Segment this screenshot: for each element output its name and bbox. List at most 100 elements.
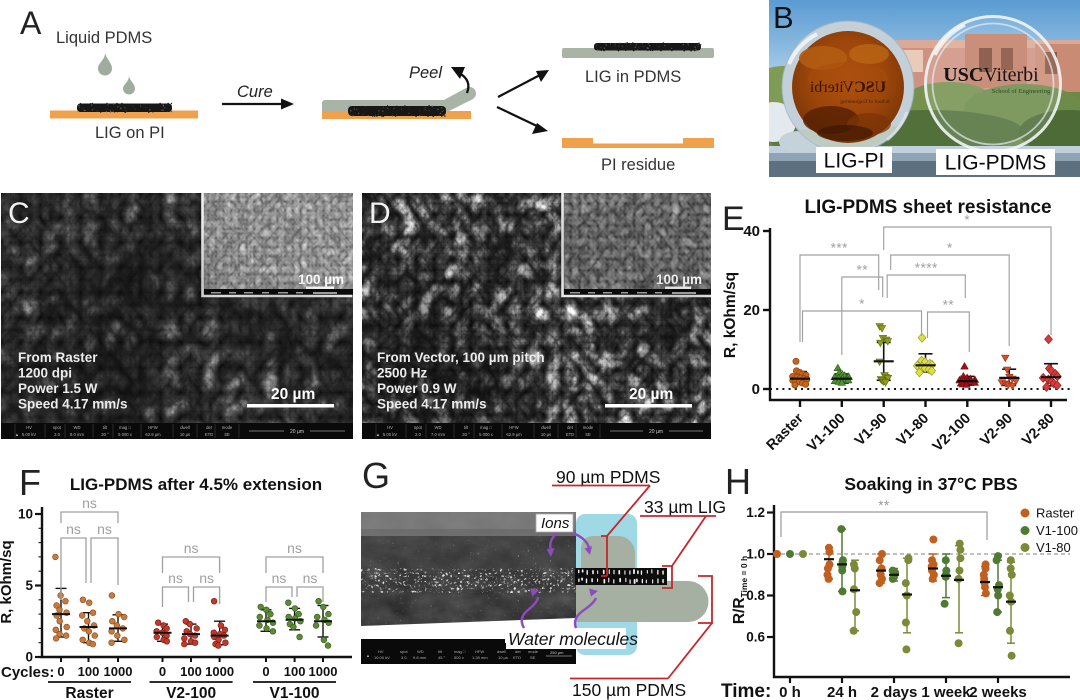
svg-text:ns: ns — [287, 540, 302, 556]
svg-text:5.00 kV: 5.00 kV — [22, 432, 36, 437]
svg-text:E: E — [722, 200, 745, 238]
svg-text:HFW: HFW — [475, 649, 484, 654]
svg-text:mag □: mag □ — [119, 425, 131, 430]
svg-text:0: 0 — [752, 381, 760, 398]
svg-text:▲: ▲ — [366, 653, 370, 658]
svg-text:USCViterbi: USCViterbi — [943, 64, 1039, 86]
svg-text:Cycles:: Cycles: — [1, 664, 54, 681]
svg-text:0: 0 — [25, 650, 33, 665]
svg-text:C: C — [8, 197, 30, 230]
svg-text:spot: spot — [53, 425, 62, 430]
svg-text:SE: SE — [585, 432, 591, 437]
svg-text:dwell: dwell — [541, 425, 551, 430]
svg-text:PI residue: PI residue — [601, 156, 675, 174]
svg-text:40: 40 — [743, 223, 760, 240]
svg-text:*: * — [859, 297, 865, 312]
svg-text:WD: WD — [417, 649, 424, 654]
svg-text:V2-100: V2-100 — [166, 685, 216, 700]
svg-text:****: **** — [915, 261, 938, 276]
svg-text:Raster: Raster — [1036, 506, 1075, 521]
svg-text:100 µm: 100 µm — [298, 272, 344, 287]
svg-text:dwell: dwell — [180, 425, 190, 430]
svg-text:V1-100: V1-100 — [1036, 523, 1078, 538]
svg-text:24 h: 24 h — [827, 684, 857, 700]
svg-text:9.8 mm: 9.8 mm — [413, 655, 427, 660]
svg-text:V1-100: V1-100 — [804, 411, 848, 455]
svg-text:LIG-PDMS sheet resistance: LIG-PDMS sheet resistance — [804, 197, 1051, 218]
svg-text:ns: ns — [272, 570, 287, 586]
svg-text:mode: mode — [222, 425, 233, 430]
svg-text:***: *** — [831, 241, 849, 256]
svg-text:ETD: ETD — [205, 432, 213, 437]
svg-text:SE: SE — [224, 432, 230, 437]
svg-text:D: D — [369, 197, 391, 230]
svg-text:ns: ns — [199, 570, 214, 586]
svg-text:V2-80: V2-80 — [1019, 411, 1058, 450]
svg-text:Time:: Time: — [721, 681, 771, 700]
svg-text:1000: 1000 — [309, 664, 338, 679]
svg-text:HV: HV — [26, 425, 32, 430]
svg-text:0 h: 0 h — [779, 684, 801, 700]
svg-text:Speed 4.17 mm/s: Speed 4.17 mm/s — [18, 397, 128, 412]
svg-text:0.8: 0.8 — [746, 588, 765, 603]
svg-text:R/RTime = 0 h: R/RTime = 0 h — [731, 556, 749, 624]
svg-text:Power 0.9 W: Power 0.9 W — [377, 381, 457, 396]
svg-text:HV: HV — [387, 425, 393, 430]
svg-text:150 µm PDMS: 150 µm PDMS — [572, 680, 686, 700]
svg-text:G: G — [362, 455, 390, 496]
svg-text:20: 20 — [743, 302, 760, 319]
svg-text:A: A — [20, 5, 42, 41]
svg-text:LIG-PDMS: LIG-PDMS — [945, 152, 1047, 175]
svg-text:LIG on PI: LIG on PI — [95, 124, 165, 142]
svg-text:*: * — [947, 241, 953, 256]
svg-text:SE: SE — [530, 655, 536, 660]
svg-text:10 µs: 10 µs — [180, 432, 190, 437]
svg-text:Raster: Raster — [764, 410, 807, 453]
svg-text:62.9 µm: 62.9 µm — [145, 432, 161, 437]
svg-text:HFW: HFW — [148, 425, 158, 430]
svg-text:tilt: tilt — [464, 425, 469, 430]
svg-text:mag □: mag □ — [480, 425, 492, 430]
svg-text:V2-100: V2-100 — [930, 411, 974, 455]
svg-text:1.2: 1.2 — [746, 505, 765, 520]
svg-text:100: 100 — [284, 664, 306, 679]
svg-text:ns: ns — [66, 521, 81, 537]
svg-text:62.9 µm: 62.9 µm — [506, 432, 522, 437]
svg-text:School of Engineering: School of Engineering — [840, 98, 890, 105]
svg-text:30 °: 30 ° — [462, 432, 470, 437]
svg-text:**: ** — [943, 298, 955, 313]
svg-text:▲: ▲ — [376, 432, 380, 437]
svg-text:V1-80: V1-80 — [894, 411, 933, 450]
svg-text:500 x: 500 x — [454, 655, 464, 660]
svg-text:5: 5 — [25, 578, 33, 593]
svg-text:mode: mode — [528, 649, 539, 654]
svg-text:5 000 x: 5 000 x — [479, 432, 494, 437]
svg-text:Water molecules: Water molecules — [508, 629, 638, 649]
svg-text:det: det — [206, 425, 213, 430]
svg-text:ns: ns — [168, 570, 183, 586]
svg-text:0: 0 — [262, 664, 269, 679]
svg-text:ETD: ETD — [566, 432, 574, 437]
svg-text:ns: ns — [97, 521, 112, 537]
svg-text:R, kOhm/sq: R, kOhm/sq — [722, 272, 739, 358]
svg-text:100: 100 — [180, 664, 202, 679]
svg-text:2.0: 2.0 — [415, 432, 421, 437]
svg-text:H: H — [725, 461, 751, 502]
svg-text:Cure: Cure — [237, 83, 273, 101]
svg-text:20 µm: 20 µm — [290, 429, 304, 435]
svg-text:Soaking in 37°C PBS: Soaking in 37°C PBS — [844, 474, 1017, 494]
svg-text:0.6: 0.6 — [746, 630, 765, 645]
svg-text:100 µm: 100 µm — [656, 272, 702, 287]
svg-text:USCViterbi: USCViterbi — [809, 79, 886, 96]
svg-text:1.28 mm: 1.28 mm — [472, 655, 488, 660]
svg-text:ns: ns — [82, 495, 97, 511]
svg-text:WD: WD — [435, 425, 442, 430]
svg-text:LIG in PDMS: LIG in PDMS — [585, 68, 681, 86]
svg-text:tilt: tilt — [103, 425, 108, 430]
svg-text:From Raster: From Raster — [18, 350, 98, 365]
svg-text:1 week: 1 week — [921, 684, 971, 700]
svg-text:R, kOhm/sq: R, kOhm/sq — [0, 540, 15, 623]
svg-text:mode: mode — [583, 425, 594, 430]
svg-text:V1-100: V1-100 — [270, 685, 320, 700]
svg-text:det: det — [515, 649, 521, 654]
